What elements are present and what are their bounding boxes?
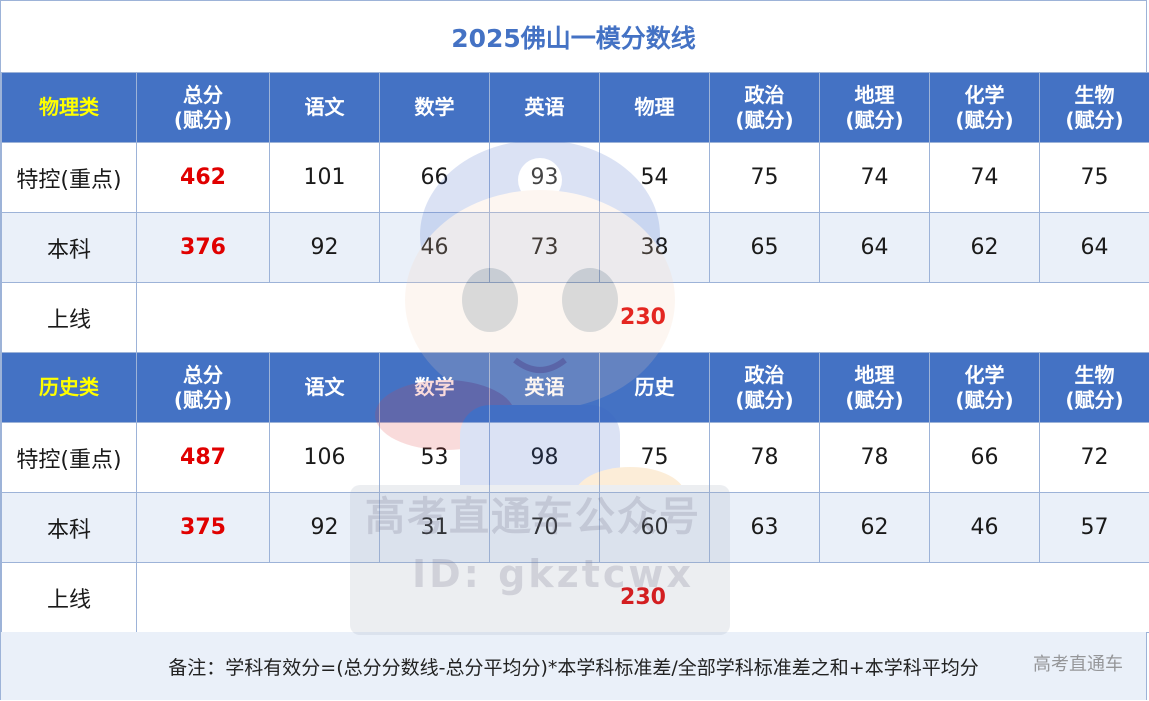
header-cell: 历史: [599, 352, 710, 423]
score-cell: 70: [489, 492, 600, 563]
header-cell: 语文: [269, 352, 380, 423]
total-score: 462: [136, 142, 270, 213]
physics-header-row: 物理类 总分 (赋分) 语文 数学 英语 物理 政治 (赋分) 地理 (赋分) …: [1, 72, 1149, 143]
table-row: 上线 230: [1, 562, 1149, 633]
score-cell: 62: [929, 212, 1040, 283]
header-cell: 总分 (赋分): [136, 352, 270, 423]
score-cell: 46: [379, 212, 490, 283]
category-label-history: 历史类: [1, 352, 137, 423]
score-cell: 101: [269, 142, 380, 213]
header-cell: 生物 (赋分): [1039, 352, 1149, 423]
score-cell: 75: [599, 422, 710, 493]
header-cell: 地理 (赋分): [819, 72, 930, 143]
header-cell: 英语: [489, 72, 600, 143]
score-cell: 72: [1039, 422, 1149, 493]
score-cell: 106: [269, 422, 380, 493]
total-score: 376: [136, 212, 270, 283]
header-cell: 化学 (赋分): [929, 72, 1040, 143]
header-cell: 政治 (赋分): [709, 352, 820, 423]
score-cell: 65: [709, 212, 820, 283]
score-cell: 64: [1039, 212, 1149, 283]
score-cell: 64: [819, 212, 930, 283]
line-score: 230: [136, 562, 1149, 633]
score-cell: 78: [819, 422, 930, 493]
score-cell: 75: [1039, 142, 1149, 213]
header-cell: 数学: [379, 352, 490, 423]
header-cell: 英语: [489, 352, 600, 423]
history-header-row: 历史类 总分 (赋分) 语文 数学 英语 历史 政治 (赋分) 地理 (赋分) …: [1, 352, 1149, 423]
score-cell: 46: [929, 492, 1040, 563]
row-label: 特控(重点): [1, 142, 137, 213]
table-row: 特控(重点) 487 106 53 98 75 78 78 66 72: [1, 422, 1149, 493]
row-label: 上线: [1, 282, 137, 353]
score-cell: 66: [929, 422, 1040, 493]
header-cell: 政治 (赋分): [709, 72, 820, 143]
score-cell: 38: [599, 212, 710, 283]
header-cell: 生物 (赋分): [1039, 72, 1149, 143]
table-row: 本科 376 92 46 73 38 65 64 62 64: [1, 212, 1149, 283]
footnote: 备注：学科有效分=(总分分数线-总分平均分)*本学科标准差/全部学科标准差之和+…: [1, 632, 1146, 700]
score-table: 物理类 总分 (赋分) 语文 数学 英语 物理 政治 (赋分) 地理 (赋分) …: [1, 72, 1149, 633]
score-cell: 74: [819, 142, 930, 213]
total-score: 487: [136, 422, 270, 493]
score-cell: 92: [269, 212, 380, 283]
score-cell: 53: [379, 422, 490, 493]
score-cell: 54: [599, 142, 710, 213]
score-cell: 60: [599, 492, 710, 563]
score-cell: 62: [819, 492, 930, 563]
score-cell: 75: [709, 142, 820, 213]
header-cell: 语文: [269, 72, 380, 143]
table-row: 特控(重点) 462 101 66 93 54 75 74 74 75: [1, 142, 1149, 213]
score-cell: 63: [709, 492, 820, 563]
header-cell: 地理 (赋分): [819, 352, 930, 423]
score-cell: 93: [489, 142, 600, 213]
score-cell: 66: [379, 142, 490, 213]
score-cell: 73: [489, 212, 600, 283]
line-score: 230: [136, 282, 1149, 353]
score-cell: 98: [489, 422, 600, 493]
score-cell: 31: [379, 492, 490, 563]
header-cell: 数学: [379, 72, 490, 143]
header-cell: 物理: [599, 72, 710, 143]
total-score: 375: [136, 492, 270, 563]
score-cell: 92: [269, 492, 380, 563]
score-cell: 78: [709, 422, 820, 493]
page-title: 2025佛山一模分数线: [451, 23, 696, 53]
score-cell: 57: [1039, 492, 1149, 563]
row-label: 本科: [1, 212, 137, 283]
row-label: 本科: [1, 492, 137, 563]
row-label: 特控(重点): [1, 422, 137, 493]
row-label: 上线: [1, 562, 137, 633]
watermark-brand-text: 高考直通车: [1033, 654, 1123, 675]
category-label-physics: 物理类: [1, 72, 137, 143]
header-cell: 化学 (赋分): [929, 352, 1040, 423]
table-row: 上线 230: [1, 282, 1149, 353]
table-row: 本科 375 92 31 70 60 63 62 46 57: [1, 492, 1149, 563]
header-cell: 总分 (赋分): [136, 72, 270, 143]
score-cell: 74: [929, 142, 1040, 213]
